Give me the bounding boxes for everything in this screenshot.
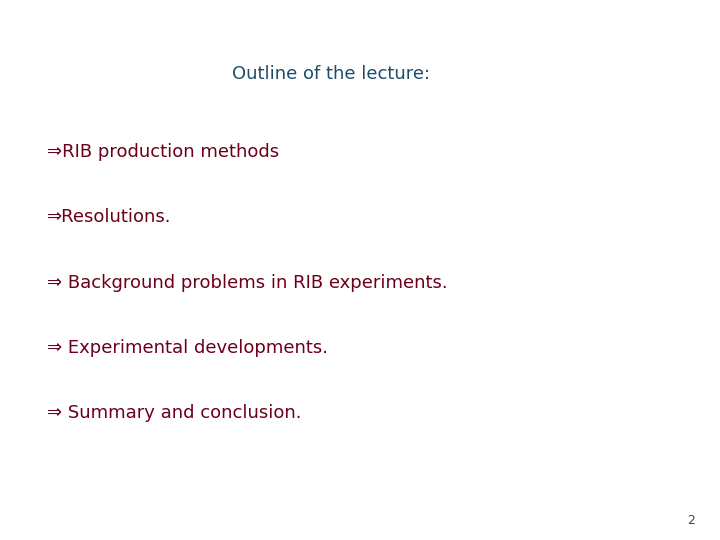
Text: ⇒RIB production methods: ⇒RIB production methods <box>47 143 279 161</box>
Text: ⇒Resolutions.: ⇒Resolutions. <box>47 208 171 226</box>
Text: 2: 2 <box>687 514 695 526</box>
Text: Outline of the lecture:: Outline of the lecture: <box>232 65 431 83</box>
Text: ⇒ Summary and conclusion.: ⇒ Summary and conclusion. <box>47 404 301 422</box>
Text: ⇒ Experimental developments.: ⇒ Experimental developments. <box>47 339 328 357</box>
Text: ⇒ Background problems in RIB experiments.: ⇒ Background problems in RIB experiments… <box>47 274 447 293</box>
